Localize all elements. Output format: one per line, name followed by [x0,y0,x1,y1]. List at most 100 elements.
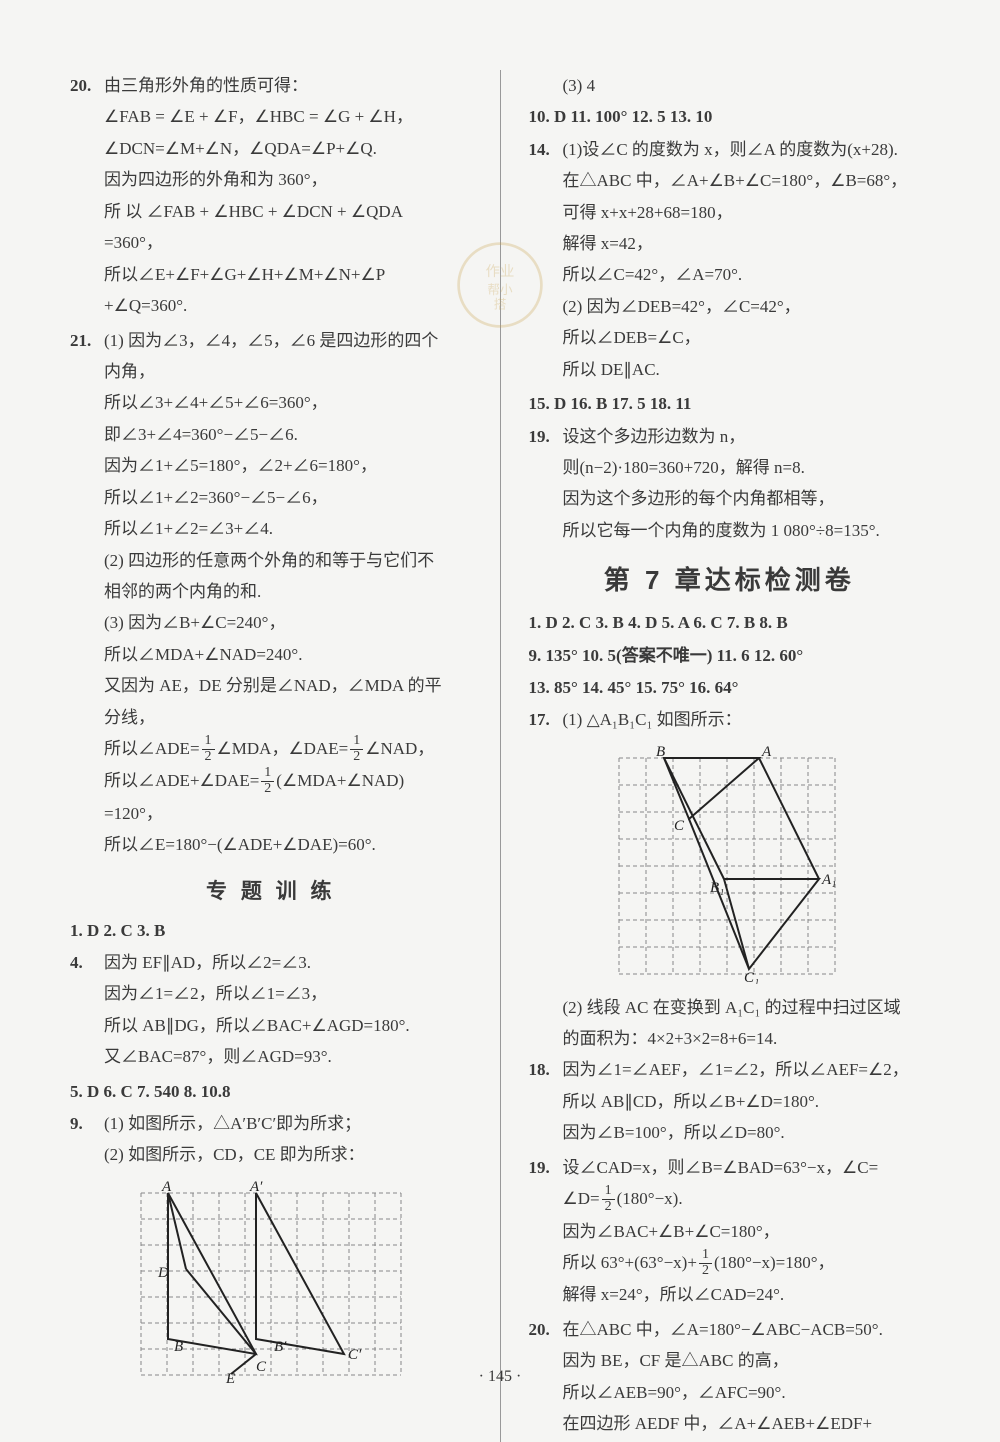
problem-19b: 19. 设∠CAD=x，则∠B=∠BAD=63°−x，∠C= ∠D=12(180… [529,1152,931,1311]
fraction: 12 [350,734,363,764]
text-line: 设这个多边形边数为 n， [563,421,931,452]
text-line: (1)设∠C 的度数为 x，则∠A 的度数为(x+28). [563,134,931,165]
text-line: (1) △A₁B₁C₁ 如图所示： [563,704,931,735]
answer-row: 9. 135° 10. 5(答案不唯一) 11. 6 12. 60° [529,640,931,672]
text-line: 所以∠C=42°，∠A=70°. [563,259,931,290]
text-line: 所以∠E=180°−(∠ADE+∠DAE)=60°. [104,829,472,860]
problem-19a: 19. 设这个多边形边数为 n， 则(n−2)·180=360+720，解得 n… [529,421,931,547]
text-line: 所以∠1+∠2=360°−∠5−∠6， [104,482,472,513]
text-line: 分线， [104,702,472,733]
text: ∠D= [563,1189,600,1208]
text-line: 又∠BAC=87°，则∠AGD=93°. [104,1041,472,1072]
problem-body: 因为∠1=∠AEF，∠1=∠2，所以∠AEF=∠2， 所以 AB∥CD，所以∠B… [563,1054,931,1148]
problem-body: (1) 如图所示，△A′B′C′即为所求； (2) 如图所示，CD，CE 即为所… [104,1108,472,1171]
problem-number: 19. [529,421,563,547]
text-line: (2) 如图所示，CD，CE 即为所求： [104,1139,472,1170]
text-line: 因为这个多边形的每个内角都相等， [563,483,931,514]
numerator: 1 [202,734,215,750]
problem-17: 17. (1) △A₁B₁C₁ 如图所示： [529,704,931,735]
text: ∠NAD， [365,739,434,758]
answer-row: 1. D 2. C 3. B 4. D 5. A 6. C 7. B 8. B [529,607,931,639]
numerator: 1 [350,734,363,750]
text-line: 因为∠BAC+∠B+∠C=180°， [563,1216,931,1247]
text-line: 在△ABC 中，∠A+∠B+∠C=180°，∠B=68°， [563,165,931,196]
text-line: 所以 AB∥CD，所以∠B+∠D=180°. [563,1086,931,1117]
text: 13. 85° 14. 45° 15. 75° 16. 64° [529,678,739,697]
column-divider [500,70,501,1442]
svg-text:A₁: A₁ [821,872,836,888]
svg-text:A: A [161,1179,172,1195]
fraction: 12 [699,1248,712,1278]
text-line: +∠Q=360°. [104,290,472,321]
equation-line: ∠D=12(180°−x). [563,1183,931,1215]
svg-text:B′: B′ [274,1339,287,1355]
problem-body: (1)设∠C 的度数为 x，则∠A 的度数为(x+28). 在△ABC 中，∠A… [563,134,931,386]
text: 15. D 16. B 17. 5 18. 11 [529,394,692,413]
fraction: 12 [602,1184,615,1214]
problem-number: 18. [529,1054,563,1148]
problem-body: 由三角形外角的性质可得： ∠FAB = ∠E + ∠F，∠HBC = ∠G + … [104,70,472,322]
text-line: (3) 4 [529,70,931,101]
text-line: 设∠CAD=x，则∠B=∠BAD=63°−x，∠C= [563,1152,931,1183]
text-line: (2) 因为∠DEB=42°，∠C=42°， [563,291,931,322]
text-line: 在四边形 AEDF 中，∠A+∠AEB+∠EDF+ [563,1408,931,1439]
problem-body: 因为 EF∥AD，所以∠2=∠3. 因为∠1=∠2，所以∠1=∠3， 所以 AB… [104,947,472,1073]
answer-row: 15. D 16. B 17. 5 18. 11 [529,388,931,420]
text-line: 内角， [104,356,472,387]
text-line: (1) 如图所示，△A′B′C′即为所求； [104,1108,472,1139]
problem-18: 18. 因为∠1=∠AEF，∠1=∠2，所以∠AEF=∠2， 所以 AB∥CD，… [529,1054,931,1148]
text-line: 所以∠1+∠2=∠3+∠4. [104,513,472,544]
equation-line: 所以∠ADE=12∠MDA，∠DAE=12∠NAD， [104,733,472,765]
numerator: 1 [261,766,274,782]
text-line: 因为∠1=∠2，所以∠1=∠3， [104,978,472,1009]
text-line: 因为∠1+∠5=180°，∠2+∠6=180°， [104,450,472,481]
text: 1. D 2. C 3. B [70,921,165,940]
text: 所以∠ADE= [104,739,200,758]
text: (180°−x). [617,1189,683,1208]
text-line: 所 以 ∠FAB + ∠HBC + ∠DCN + ∠QDA [104,196,472,227]
text-line: 由三角形外角的性质可得： [104,70,472,101]
text-line: 因为四边形的外角和为 360°， [104,164,472,195]
svg-text:B: B [174,1339,183,1355]
page-number: · 145 · [479,1368,522,1386]
problem-14: 14. (1)设∠C 的度数为 x，则∠A 的度数为(x+28). 在△ABC … [529,134,931,386]
equation-line: 所以 63°+(63°−x)+12(180°−x)=180°， [563,1247,931,1279]
problem-number: 21. [70,325,104,861]
text-line: 因为∠1=∠AEF，∠1=∠2，所以∠AEF=∠2， [563,1054,931,1085]
problem-number: 19. [529,1152,563,1311]
text-line: 则(n−2)·180=360+720，解得 n=8. [563,452,931,483]
text-line: 所以∠3+∠4+∠5+∠6=360°， [104,387,472,418]
text-line: 可得 x+x+28+68=180， [563,197,931,228]
svg-text:B: B [656,744,665,760]
text: (∠MDA+∠NAD) [276,771,404,790]
svg-text:E: E [225,1371,235,1384]
text-line: 解得 x=42， [563,228,931,259]
text-line: (2) 四边形的任意两个外角的和等于与它们不 [104,545,472,576]
text-line: (3) 因为∠B+∠C=240°， [104,607,472,638]
text-line: 所以 DE∥AC. [563,354,931,385]
svg-text:C₁: C₁ [744,970,759,984]
denominator: 2 [699,1264,712,1279]
numerator: 1 [602,1184,615,1200]
problem-20b: 20. 在△ABC 中，∠A=180°−∠ABC−ACB=50°. 因为 BE，… [529,1314,931,1440]
problem-9: 9. (1) 如图所示，△A′B′C′即为所求； (2) 如图所示，CD，CE … [70,1108,472,1171]
denominator: 2 [261,782,274,797]
answer-row: 10. D 11. 100° 12. 5 13. 10 [529,101,931,133]
answer-row: 1. D 2. C 3. B [70,915,472,947]
text-line: 因为∠B=100°，所以∠D=80°. [563,1117,931,1148]
svg-text:A: A [761,744,772,760]
svg-text:C: C [256,1359,267,1375]
text: 所以 63°+(63°−x)+ [563,1253,697,1272]
text-line: 因为 BE，CF 是△ABC 的高， [563,1345,931,1376]
denominator: 2 [350,750,363,765]
text-line: (1) 因为∠3，∠4，∠5，∠6 是四边形的四个 [104,325,472,356]
text-line: 所以∠MDA+∠NAD=240°. [104,639,472,670]
text: 5. D 6. C 7. 540 8. 10.8 [70,1082,231,1101]
svg-text:D: D [157,1265,169,1281]
numerator: 1 [699,1248,712,1264]
section-title-chapter7: 第 7 章达标检测卷 [529,560,931,597]
answer-row: 13. 85° 14. 45° 15. 75° 16. 64° [529,672,931,704]
fraction: 12 [202,734,215,764]
problem-20: 20. 由三角形外角的性质可得： ∠FAB = ∠E + ∠F，∠HBC = ∠… [70,70,472,322]
right-column: (3) 4 10. D 11. 100° 12. 5 13. 10 14. (1… [529,70,931,1442]
